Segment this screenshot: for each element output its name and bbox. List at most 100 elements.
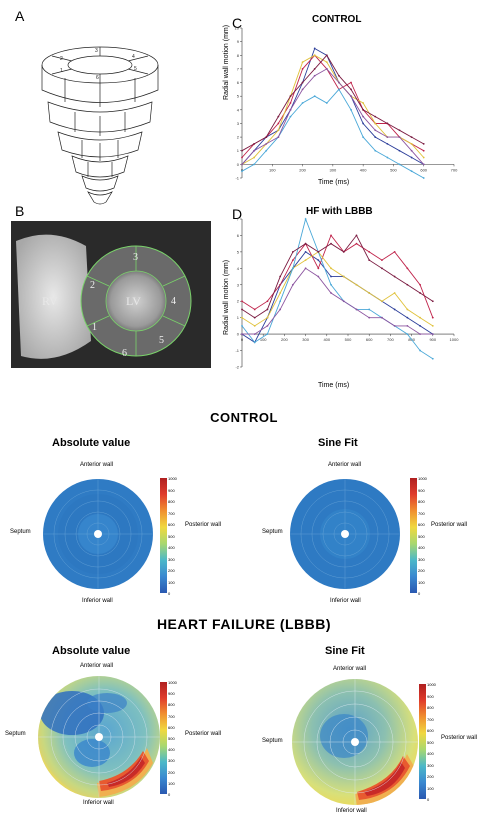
control-data-point: [350, 108, 352, 111]
control-data-point: [253, 156, 256, 159]
cb-tick: 200: [168, 568, 175, 573]
mri-image: [11, 221, 211, 368]
control-data-point: [313, 74, 316, 77]
hf-y-tick-label: 2: [237, 299, 240, 304]
hf-data-point: [253, 333, 256, 336]
cb-tick: 700: [168, 510, 175, 516]
cb-tick: 400: [168, 545, 175, 550]
hf-data-point: [393, 308, 396, 311]
hf-x-tick-label: 500: [345, 337, 352, 342]
hf-data-point: [330, 283, 332, 286]
hf-y-tick-label: -1: [235, 348, 239, 353]
hf-data-point: [279, 300, 282, 303]
hf-abs-septum: Septum: [5, 731, 26, 737]
cb-tick: 0: [168, 791, 171, 797]
cb-tick: 500: [427, 739, 434, 745]
hf-data-point: [279, 275, 282, 278]
hf-y-tick-label: 3: [237, 282, 240, 287]
hf-section-title: HEART FAILURE (LBBB): [156, 616, 332, 632]
control-data-point: [253, 143, 256, 145]
control-abs-inferior: Inferior wall: [82, 598, 113, 604]
control-data-point: [313, 68, 316, 70]
control-y-tick-label: 9: [237, 39, 240, 44]
hf-absolute-title: Absolute value: [52, 645, 131, 657]
hf-data-point: [317, 259, 320, 262]
control-data-point: [301, 68, 304, 70]
control-x-tick-label: 500: [390, 167, 397, 172]
control-data-point: [362, 122, 365, 125]
hf-data-point: [291, 267, 294, 270]
hf-x-tick-label: 1000: [450, 337, 460, 342]
hf-data-point: [266, 300, 269, 303]
cb-tick: 600: [168, 724, 175, 730]
hf-data-point: [419, 324, 421, 327]
cb-tick: 0: [427, 797, 430, 802]
control-data-point: [374, 136, 377, 138]
control-x-tick-label: 0: [241, 167, 244, 172]
cb-tick: 300: [418, 556, 425, 562]
control-sine-colorbar: [410, 478, 417, 593]
control-data-point: [422, 149, 425, 152]
control-data-point: [289, 102, 292, 104]
hf-data-point: [241, 333, 243, 336]
hf-data-point: [355, 242, 358, 245]
control-absolute-colorbar: [160, 478, 167, 593]
hf-data-point: [266, 333, 269, 336]
control-plot-title: CONTROL: [312, 14, 362, 25]
cb-tick: 700: [427, 716, 434, 722]
hf-data-point: [419, 349, 421, 352]
hf-data-point: [241, 316, 243, 319]
control-data-point: [350, 88, 352, 91]
control-data-point: [374, 129, 377, 132]
hf-data-point: [393, 324, 396, 327]
hf-data-point: [266, 308, 269, 311]
hf-data-point: [393, 275, 396, 278]
hf-data-point: [355, 283, 358, 286]
hf-y-tick-label: 7: [237, 217, 240, 222]
control-data-point: [301, 81, 304, 84]
cb-tick: 700: [168, 713, 175, 719]
control-data-point: [398, 129, 401, 132]
hf-data-point: [342, 300, 345, 303]
hf-data-point: [419, 333, 421, 336]
hf-data-point: [342, 275, 345, 278]
hf-data-point: [431, 357, 434, 360]
cb-tick: 0: [418, 591, 421, 596]
cb-tick: 100: [427, 785, 434, 791]
control-data-point: [350, 81, 352, 84]
hf-data-point: [291, 250, 294, 253]
control-y-tick-label: 7: [237, 66, 240, 71]
hf-data-point: [381, 316, 383, 319]
control-data-point: [410, 149, 413, 152]
hf-sine-inferior: Inferior wall: [336, 808, 367, 814]
control-y-axis-label: Radial wall motion (mm): [223, 24, 230, 100]
hf-series-line: [241, 251, 434, 327]
hf-data-point: [253, 308, 256, 311]
hf-data-point: [253, 341, 256, 344]
hf-absolute-colorbar: [160, 682, 167, 794]
hf-series-line: [241, 234, 434, 319]
hf-data-point: [330, 292, 332, 294]
hf-data-point: [253, 316, 256, 319]
control-data-point: [374, 122, 377, 125]
cb-tick: 600: [168, 522, 175, 527]
hf-x-tick-label: 600: [366, 337, 373, 342]
control-section-title: CONTROL: [210, 410, 278, 425]
cb-tick: 100: [168, 579, 175, 585]
hf-y-tick-label: 1: [237, 315, 240, 320]
hf-x-tick-label: 100: [260, 337, 267, 342]
cb-tick: 500: [168, 533, 175, 539]
control-data-point: [422, 177, 425, 179]
control-data-point: [325, 68, 328, 70]
control-series-line: [241, 88, 424, 179]
control-sine-polar-map: [290, 479, 400, 589]
control-data-point: [301, 102, 304, 104]
cb-tick: 400: [418, 545, 425, 550]
control-data-point: [398, 149, 401, 152]
control-data-point: [350, 95, 352, 98]
control-data-point: [422, 156, 425, 159]
hf-data-point: [304, 250, 307, 253]
segment-6-label: 6: [122, 348, 127, 359]
cb-tick: 500: [418, 533, 425, 539]
hf-data-point: [330, 267, 332, 270]
